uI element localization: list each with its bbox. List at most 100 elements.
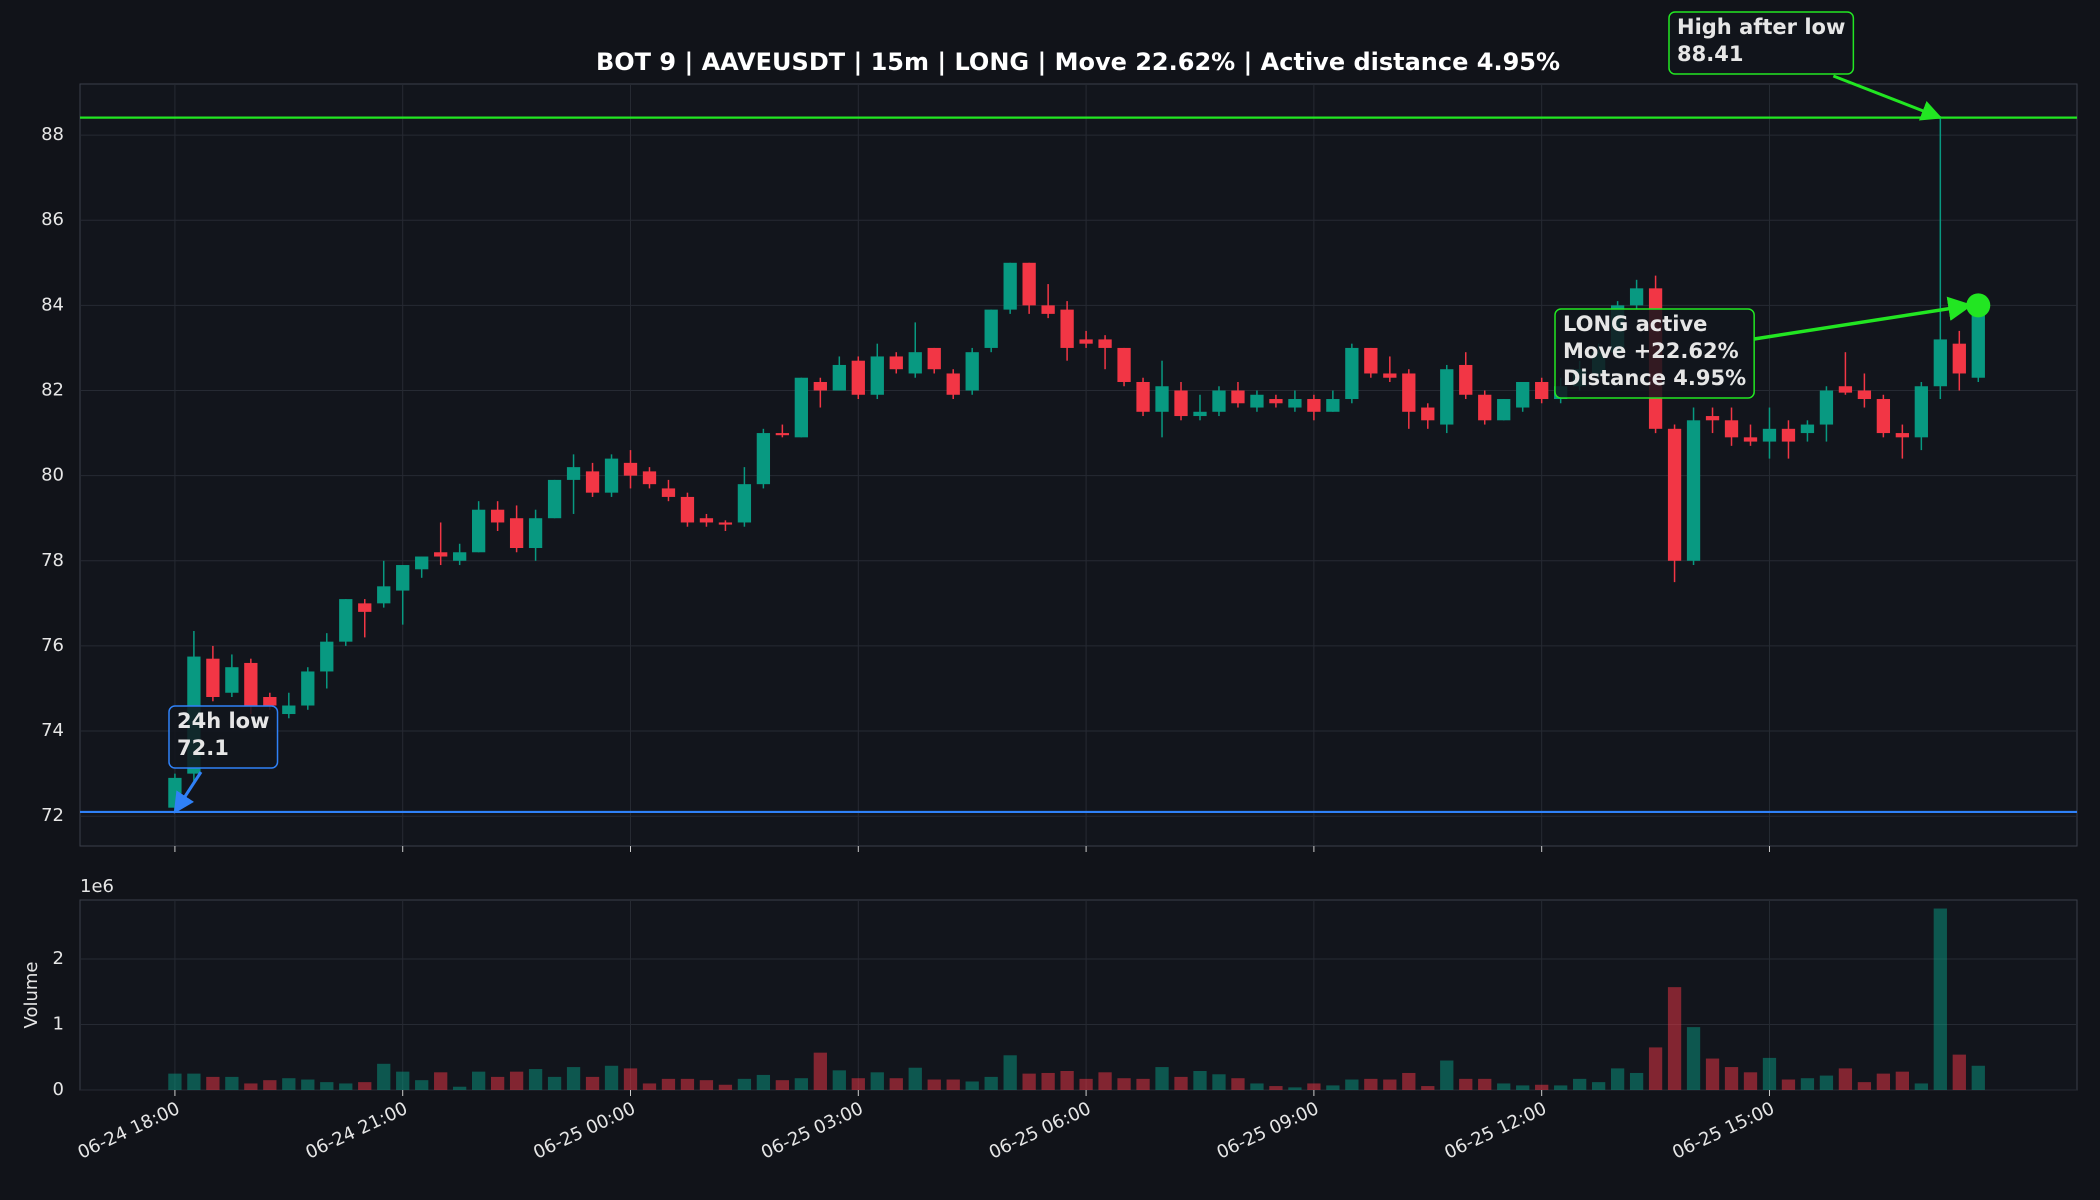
volume-bar xyxy=(168,1073,182,1090)
candle-body xyxy=(453,552,467,561)
volume-bar xyxy=(661,1078,676,1090)
candle-body xyxy=(339,599,353,642)
volume-bar xyxy=(1459,1078,1473,1090)
volume-bar xyxy=(908,1067,922,1090)
candle-body xyxy=(566,467,581,480)
candle-body xyxy=(623,462,638,476)
candle-body xyxy=(1819,390,1834,425)
candle-body xyxy=(737,484,752,523)
x-tick-label: 06-25 00:00 xyxy=(530,1098,638,1163)
active-point xyxy=(1966,293,1991,318)
candle-body xyxy=(1079,339,1093,344)
volume-bar xyxy=(490,1076,505,1090)
volume-bar xyxy=(187,1073,201,1090)
volume-bar xyxy=(1914,1083,1928,1090)
y-tick-label: 72 xyxy=(41,805,64,826)
volume-bar xyxy=(1117,1078,1131,1090)
volume-bar xyxy=(263,1080,277,1090)
volume-bar xyxy=(1155,1067,1169,1090)
candle-body xyxy=(1231,390,1245,404)
candle-body xyxy=(1895,433,1910,438)
candle-body xyxy=(244,662,258,706)
volume-bar xyxy=(1952,1054,1966,1090)
volume-bar xyxy=(1838,1068,1853,1090)
y-tick-label: 80 xyxy=(41,465,64,486)
candle-body xyxy=(604,458,619,493)
volume-bar xyxy=(1478,1078,1492,1090)
volume-bar xyxy=(1933,908,1947,1090)
active-annotation-text: LONG active xyxy=(1563,312,1707,336)
volume-bar xyxy=(1402,1072,1416,1090)
candle-body xyxy=(547,479,562,519)
volume-bar xyxy=(794,1078,808,1090)
volume-tick-label: 2 xyxy=(53,948,64,969)
volume-ylabel: Volume xyxy=(21,962,42,1029)
candle-body xyxy=(490,509,505,523)
candle-body xyxy=(358,603,372,612)
volume-bar xyxy=(1421,1086,1435,1090)
candle-body xyxy=(1421,407,1435,421)
low-annotation-text: 24h low xyxy=(177,709,270,733)
volume-bar xyxy=(301,1079,315,1090)
candle-body xyxy=(927,347,941,370)
candle-body xyxy=(1857,390,1872,400)
volume-bar xyxy=(1686,1027,1701,1090)
volume-bar xyxy=(396,1071,410,1090)
candle-body xyxy=(1952,343,1966,374)
volume-bar xyxy=(870,1072,884,1090)
candle-body xyxy=(794,377,808,438)
volume-offset: 1e6 xyxy=(80,876,114,897)
price-panel xyxy=(79,83,2078,847)
volume-bar xyxy=(851,1078,865,1090)
volume-bar xyxy=(1705,1058,1720,1090)
volume-bar xyxy=(1060,1071,1074,1090)
volume-bar xyxy=(320,1082,334,1090)
volume-bar xyxy=(1648,1047,1663,1090)
volume-bar xyxy=(1231,1078,1245,1090)
candle-body xyxy=(1914,386,1928,438)
volume-bar xyxy=(471,1071,486,1090)
candle-body xyxy=(1136,381,1150,412)
candle-body xyxy=(225,667,239,693)
volume-bar xyxy=(1326,1085,1340,1090)
candle-body xyxy=(1762,428,1777,442)
candle-body xyxy=(1800,424,1815,434)
volume-bar xyxy=(737,1078,752,1090)
candle-body xyxy=(1440,369,1454,425)
low-annotation-text: 72.1 xyxy=(177,736,229,760)
candle-body xyxy=(1781,428,1796,442)
volume-bar xyxy=(1193,1071,1207,1090)
candle-body xyxy=(680,496,695,523)
volume-bar xyxy=(1535,1084,1549,1090)
volume-bar xyxy=(339,1083,353,1090)
candle-body xyxy=(1288,399,1302,408)
volume-bar xyxy=(1573,1078,1587,1090)
volume-bar xyxy=(528,1069,543,1090)
candle-body xyxy=(1174,390,1188,417)
candle-body xyxy=(1022,262,1036,306)
volume-bar xyxy=(1781,1079,1796,1090)
x-tick-label: 06-25 03:00 xyxy=(758,1098,866,1163)
candle-body xyxy=(528,518,543,549)
candle-body xyxy=(1402,373,1416,412)
volume-bar xyxy=(282,1078,296,1090)
low-annotation-box xyxy=(168,705,279,769)
volume-bar xyxy=(1383,1079,1397,1090)
candle-body xyxy=(642,471,657,485)
volume-bar xyxy=(984,1076,998,1090)
volume-bar xyxy=(1250,1083,1264,1090)
volume-bar xyxy=(756,1074,771,1090)
candle-body xyxy=(263,697,277,706)
candle-body xyxy=(509,518,524,549)
candle-body xyxy=(1212,390,1226,412)
candle-body xyxy=(1383,373,1397,378)
candle-body xyxy=(965,352,979,391)
volume-bar xyxy=(946,1079,960,1090)
candle-body xyxy=(1193,411,1207,417)
volume-bar xyxy=(623,1068,638,1090)
volume-bar xyxy=(1212,1074,1226,1090)
volume-bar xyxy=(680,1078,695,1090)
candle-body xyxy=(832,364,846,391)
volume-tick-label: 0 xyxy=(53,1079,64,1100)
y-tick-label: 86 xyxy=(41,209,64,230)
